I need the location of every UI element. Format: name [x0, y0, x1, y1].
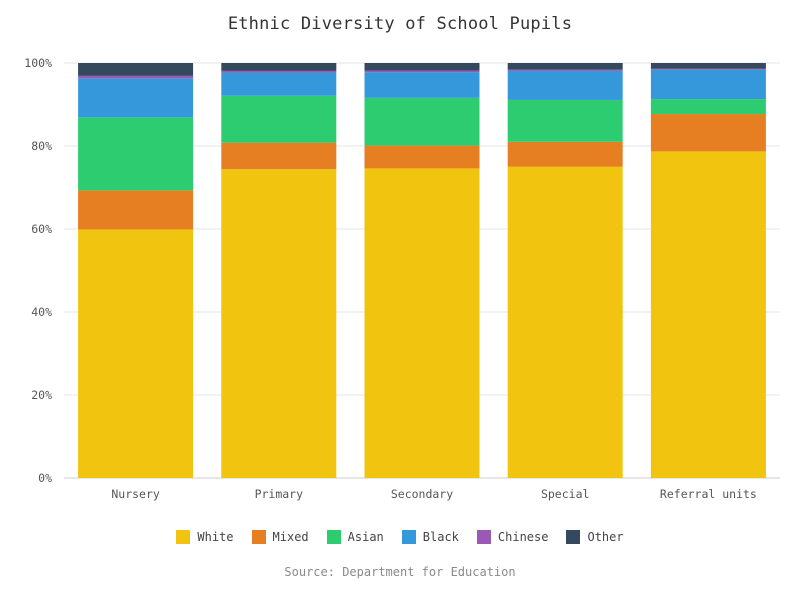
legend-item-white[interactable]: White [176, 530, 234, 544]
x-tick-label: Primary [255, 487, 304, 501]
bar-segment-black [221, 72, 337, 96]
y-tick-label: 0% [38, 471, 52, 485]
bar-segment-asian [221, 95, 337, 143]
bar-segment-chinese [650, 68, 766, 70]
bar-segment-mixed [221, 142, 337, 170]
legend-item-other[interactable]: Other [566, 530, 624, 544]
bar-segment-mixed [78, 190, 194, 230]
y-tick-label: 60% [31, 222, 52, 236]
bar-segment-chinese [78, 75, 194, 79]
bar-segment-black [650, 69, 766, 100]
bar-segment-other [221, 63, 337, 71]
bar-segment-white [221, 169, 337, 479]
bar-segment-asian [364, 97, 480, 146]
bar-segment-other [78, 63, 194, 76]
y-tick-label: 80% [31, 139, 52, 153]
legend-swatch [176, 530, 191, 544]
x-tick-label: Nursery [111, 487, 160, 501]
legend-swatch [326, 530, 341, 544]
bar-segment-other [364, 63, 480, 71]
y-tick-label: 100% [24, 56, 52, 70]
legend-label: Asian [347, 530, 384, 544]
legend-item-asian[interactable]: Asian [326, 530, 384, 544]
legend-swatch [401, 530, 416, 544]
chart-title: Ethnic Diversity of School Pupils [227, 14, 573, 34]
bar-segment-other [650, 63, 766, 69]
legend-label: Chinese [497, 530, 549, 544]
bar-segment-chinese [221, 70, 337, 73]
legend-label: Other [587, 530, 624, 544]
x-tick-label: Special [541, 487, 589, 501]
bar-segment-asian [78, 117, 194, 191]
bar-segment-mixed [364, 145, 480, 169]
bar-segment-other [507, 63, 623, 70]
bar-segment-white [507, 166, 623, 478]
bar-segment-white [650, 151, 766, 478]
bar-segment-asian [507, 99, 623, 142]
bar-segment-mixed [507, 141, 623, 167]
legend-label: Black [422, 530, 459, 544]
bar-segment-chinese [507, 69, 623, 71]
y-tick-label: 40% [31, 305, 52, 319]
legend-item-mixed[interactable]: Mixed [251, 530, 309, 544]
bar-segment-asian [650, 99, 766, 115]
source-note: Source: Department for Education [284, 565, 516, 579]
y-tick-label: 20% [31, 388, 52, 402]
bar-segment-white [78, 229, 194, 478]
legend-label: Mixed [272, 530, 309, 544]
legend-label: White [197, 530, 234, 544]
legend-swatch [476, 530, 491, 544]
legend-item-black[interactable]: Black [401, 530, 459, 544]
legend: White Mixed Asian Black Chinese Other [0, 530, 800, 544]
bar-segment-black [78, 78, 194, 118]
bar-segment-black [364, 72, 480, 98]
bar-segment-mixed [650, 114, 766, 152]
bar-segment-black [507, 70, 623, 100]
x-tick-label: Secondary [391, 487, 453, 501]
legend-swatch [566, 530, 581, 544]
legend-swatch [251, 530, 266, 544]
bar-segment-white [364, 168, 480, 478]
legend-item-chinese[interactable]: Chinese [476, 530, 549, 544]
bar-segment-chinese [364, 70, 480, 73]
x-tick-label: Referral units [660, 487, 757, 501]
